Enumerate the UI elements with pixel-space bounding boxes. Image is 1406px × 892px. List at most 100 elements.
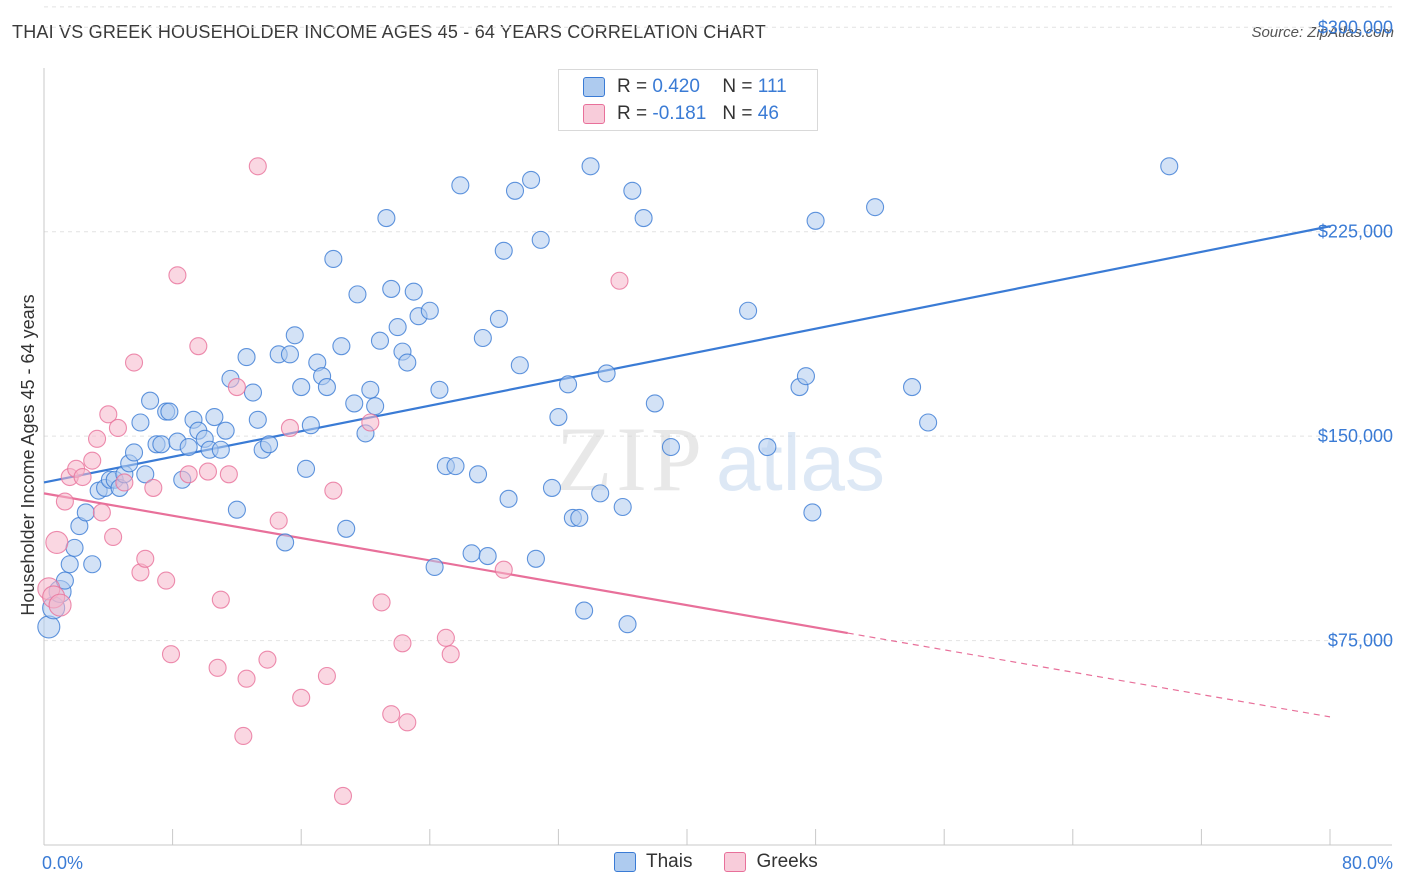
thais-point xyxy=(345,394,364,413)
thais-point xyxy=(478,547,497,566)
thais-point xyxy=(259,435,279,454)
greeks-point xyxy=(144,478,163,497)
thais-legend-label: Thais xyxy=(646,851,693,872)
thais-point xyxy=(499,489,518,508)
thais-point xyxy=(152,435,171,454)
greeks-point xyxy=(211,590,230,609)
legend-row-thais: R = 0.420 N = 111 xyxy=(583,74,787,100)
thais-point xyxy=(451,176,470,195)
thais-point xyxy=(645,394,664,413)
greeks-point xyxy=(208,658,227,677)
greeks-legend-label: Greeks xyxy=(756,851,818,872)
greeks-point xyxy=(227,378,246,397)
thais-point xyxy=(301,416,320,435)
greeks-point xyxy=(258,650,277,669)
greeks-legend-swatch xyxy=(724,852,747,872)
greeks-point xyxy=(610,271,629,290)
greeks-point xyxy=(494,560,513,579)
thais-point xyxy=(473,328,492,348)
greeks-trend-extension xyxy=(847,632,1331,718)
thais-point xyxy=(575,601,594,620)
greeks-point xyxy=(87,429,107,448)
greeks-point xyxy=(292,688,311,707)
thais-point xyxy=(205,407,224,427)
stats-legend: R = 0.420 N = 111 R = -0.181 N = 46 xyxy=(558,69,818,131)
greeks-point xyxy=(45,530,69,554)
thais-point xyxy=(404,282,423,301)
thais-point xyxy=(398,353,417,372)
thais-point xyxy=(337,519,356,538)
thais-point xyxy=(634,209,653,228)
thais-point xyxy=(531,230,550,249)
greeks-point xyxy=(219,465,238,484)
thais-point xyxy=(332,337,351,356)
greeks-point xyxy=(104,527,123,547)
thais-point xyxy=(526,549,545,568)
y-tick-label: $300,000 xyxy=(1318,17,1393,37)
thais-point xyxy=(803,503,822,522)
greeks-point xyxy=(189,337,208,356)
thais-point xyxy=(1160,157,1179,176)
greeks-point xyxy=(179,465,198,484)
thais-point xyxy=(131,413,150,432)
x-tick-label-max: 80.0% xyxy=(1342,853,1393,873)
thais-point xyxy=(468,465,488,484)
data-points xyxy=(37,157,1179,805)
thais-legend-swatch xyxy=(614,852,636,872)
greeks-point xyxy=(269,511,288,530)
thais-point xyxy=(243,383,263,402)
thais-point xyxy=(366,397,385,416)
y-axis-label: Householder Income Ages 45 - 64 years xyxy=(18,294,38,615)
series-legend: Thais Greeks xyxy=(614,851,818,873)
y-tick-label: $150,000 xyxy=(1318,426,1393,446)
thais-point xyxy=(919,413,938,432)
r-label: R = xyxy=(617,103,648,124)
greeks-point xyxy=(248,157,267,176)
thais-point xyxy=(216,421,235,440)
thais-point xyxy=(591,484,610,503)
thais-point xyxy=(430,380,449,399)
thais-point xyxy=(613,497,632,517)
greeks-point xyxy=(83,451,102,470)
thais-point xyxy=(522,170,541,189)
thais-point xyxy=(280,345,299,364)
thais-point xyxy=(597,364,616,383)
thais-point xyxy=(65,538,84,557)
thais-point xyxy=(570,508,589,527)
y-tick-label: $75,000 xyxy=(1328,631,1393,651)
watermark-zip: ZIP xyxy=(556,408,706,510)
n-label: N = xyxy=(722,103,753,124)
greeks-r-value: -0.181 xyxy=(652,103,707,124)
thais-point xyxy=(494,241,513,260)
thais-point xyxy=(83,555,102,574)
thais-point xyxy=(370,331,390,350)
greeks-point xyxy=(161,645,181,664)
thais-point xyxy=(866,198,885,217)
thais-point xyxy=(796,367,816,386)
legend-row-greeks: R = -0.181 N = 46 xyxy=(583,101,779,127)
greeks-point xyxy=(436,628,455,647)
greeks-point xyxy=(48,593,72,617)
thais-point xyxy=(489,309,508,328)
greeks-point xyxy=(115,473,134,492)
greeks-point xyxy=(382,705,401,724)
thais-point xyxy=(160,402,179,421)
thais-point xyxy=(285,326,304,345)
watermark: ZIP atlas xyxy=(556,408,885,510)
thais-point xyxy=(420,301,439,320)
y-tick-label: $225,000 xyxy=(1318,222,1393,242)
thais-point xyxy=(902,378,922,397)
thais-swatch xyxy=(583,77,605,97)
thais-point xyxy=(377,209,396,228)
thais-point xyxy=(425,557,444,577)
thais-point xyxy=(227,500,246,519)
thais-point xyxy=(739,301,758,320)
thais-point xyxy=(549,407,568,427)
greeks-point xyxy=(324,481,343,500)
thais-point xyxy=(388,318,407,337)
greeks-swatch xyxy=(583,104,605,124)
thais-point xyxy=(237,348,256,367)
thais-point xyxy=(60,555,79,574)
thais-point xyxy=(211,440,230,459)
greeks-trend-line xyxy=(43,492,848,635)
